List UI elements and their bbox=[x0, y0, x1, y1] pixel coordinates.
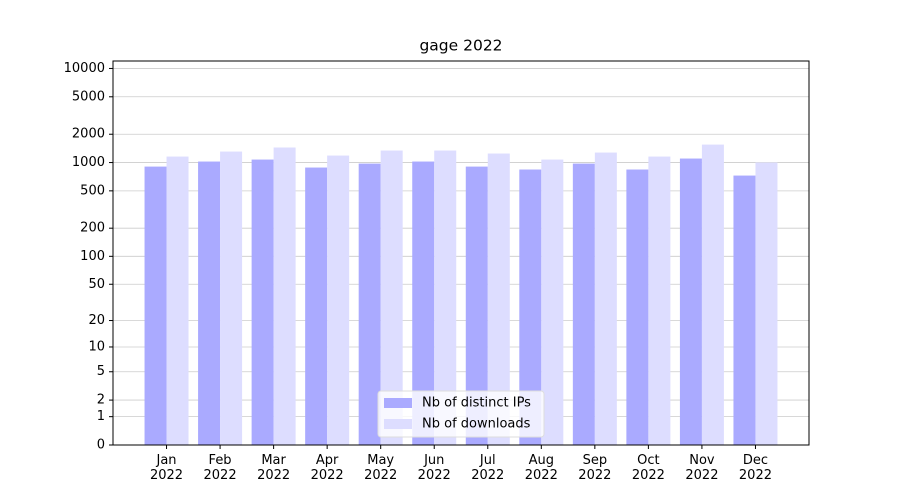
bar bbox=[626, 169, 649, 445]
bar bbox=[519, 169, 542, 445]
y-tick-label: 5000 bbox=[72, 89, 105, 104]
x-tick-label: Jun 2022 bbox=[417, 453, 451, 483]
bar bbox=[358, 163, 381, 445]
bar bbox=[594, 152, 617, 446]
y-tick-label: 100 bbox=[80, 249, 105, 264]
bar bbox=[327, 155, 350, 445]
x-tick-label: Feb 2022 bbox=[203, 453, 237, 483]
bar bbox=[755, 162, 778, 445]
bar bbox=[648, 156, 671, 445]
x-tick-label: Oct 2022 bbox=[631, 453, 665, 483]
y-tick-label: 5 bbox=[97, 364, 105, 379]
bar bbox=[198, 161, 221, 446]
x-tick-label: Sep 2022 bbox=[578, 453, 612, 483]
y-tick-label: 20 bbox=[88, 313, 105, 328]
bar bbox=[144, 166, 167, 445]
y-tick-label: 200 bbox=[80, 221, 105, 236]
bar bbox=[166, 156, 189, 445]
bar bbox=[572, 163, 595, 445]
plot-frame bbox=[112, 60, 810, 446]
y-tick-label: 2 bbox=[97, 393, 105, 408]
x-tick-label: Nov 2022 bbox=[685, 453, 719, 483]
y-tick-label: 10 bbox=[88, 339, 105, 354]
legend-label: Nb of distinct IPs bbox=[422, 396, 531, 411]
y-tick-label: 10000 bbox=[64, 61, 105, 76]
x-tick-label: Mar 2022 bbox=[257, 453, 291, 483]
y-tick-label: 1 bbox=[97, 409, 105, 424]
y-tick-label: 2000 bbox=[72, 127, 105, 142]
bar bbox=[380, 150, 403, 445]
bar bbox=[701, 144, 724, 445]
bar bbox=[251, 159, 274, 445]
y-tick-label: 50 bbox=[88, 277, 105, 292]
legend-label: Nb of downloads bbox=[422, 417, 531, 432]
bar bbox=[465, 166, 488, 445]
x-tick-label: Jan 2022 bbox=[149, 453, 184, 483]
bar bbox=[220, 151, 243, 446]
y-tick-label: 0 bbox=[97, 438, 105, 453]
y-tick-label: 500 bbox=[80, 183, 105, 198]
legend-swatch bbox=[384, 398, 412, 408]
bar bbox=[273, 147, 296, 446]
x-tick-label: May 2022 bbox=[364, 453, 398, 483]
legend-box bbox=[377, 390, 545, 438]
bar bbox=[412, 161, 435, 446]
x-tick-label: Aug 2022 bbox=[524, 453, 558, 483]
bar bbox=[434, 150, 457, 445]
y-tick-label: 1000 bbox=[72, 155, 105, 170]
bar bbox=[305, 167, 328, 445]
legend-swatch bbox=[384, 419, 412, 429]
bar bbox=[733, 175, 756, 445]
bar bbox=[487, 153, 510, 446]
bar bbox=[679, 158, 702, 445]
x-tick-label: Jul 2022 bbox=[471, 453, 505, 483]
chart-title: gage 2022 bbox=[419, 37, 502, 55]
x-tick-label: Dec 2022 bbox=[738, 453, 772, 483]
x-tick-label: Apr 2022 bbox=[310, 453, 344, 483]
bar bbox=[541, 159, 564, 445]
